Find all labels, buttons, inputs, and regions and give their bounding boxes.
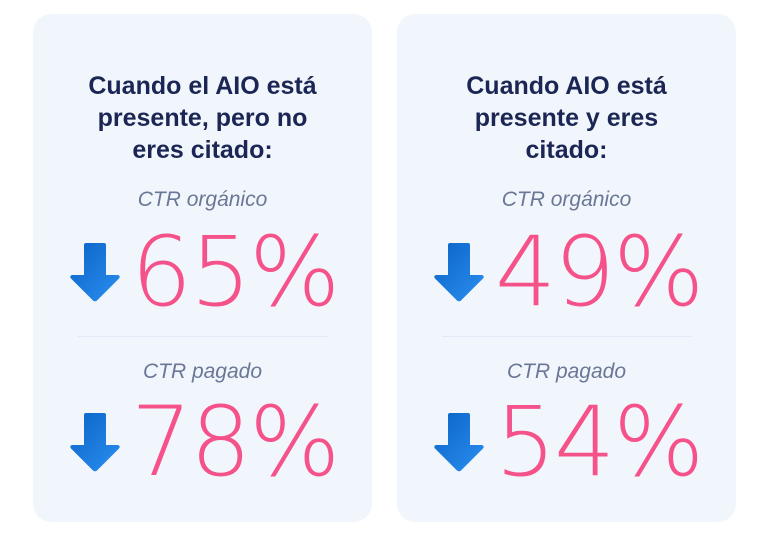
organic-ctr-stat: 65% xyxy=(69,216,340,328)
card-title: Cuando AIO está presente y eres citado: xyxy=(466,72,667,164)
paid-ctr-label: CTR pagado xyxy=(142,360,263,383)
paid-ctr-stat: 78% xyxy=(69,386,340,498)
organic-ctr-label: CTR orgánico xyxy=(501,188,632,211)
paid-ctr-value: 78% xyxy=(131,386,340,498)
divider xyxy=(442,336,692,337)
organic-ctr-stat: 49% xyxy=(433,216,704,328)
organic-ctr-value: 49% xyxy=(495,216,704,328)
paid-ctr-stat: 54% xyxy=(433,386,704,498)
paid-ctr-value: 54% xyxy=(495,386,704,498)
card-not-cited: Cuando el AIO está presente, pero no ere… xyxy=(33,14,372,522)
arrow-down-icon xyxy=(433,411,485,473)
organic-ctr-label: CTR orgánico xyxy=(137,188,268,211)
divider xyxy=(78,336,328,337)
arrow-down-icon xyxy=(69,241,121,303)
organic-ctr-value: 65% xyxy=(131,216,340,328)
card-title: Cuando el AIO está presente, pero no ere… xyxy=(88,72,317,164)
card-cited: Cuando AIO está presente y eres citado: … xyxy=(397,14,736,522)
arrow-down-icon xyxy=(69,411,121,473)
arrow-down-icon xyxy=(433,241,485,303)
paid-ctr-label: CTR pagado xyxy=(506,360,627,383)
